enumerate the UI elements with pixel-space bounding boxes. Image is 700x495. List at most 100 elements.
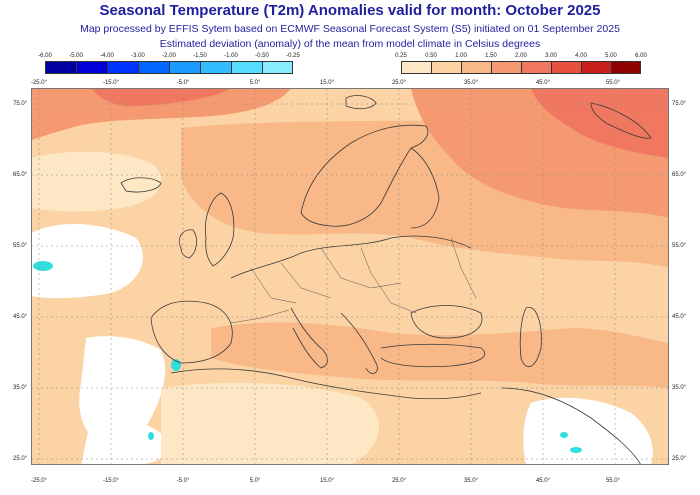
latitude-label-left: 75.0° [13,101,28,107]
legend-color [231,61,262,74]
legend-color [401,61,431,74]
latitude-label-right: 75.0° [672,101,687,107]
cold-spot-arabia-2 [560,432,568,438]
legend-swatch: 5.00 6.00 [605,53,647,78]
legend-swatch: 4.00 [575,53,611,78]
longitude-label: -25.0° [30,478,48,484]
legend-color [611,61,641,74]
atlantic-white-patch [31,223,143,299]
top-longitude-label: 55.0° [605,80,621,86]
warm-band-med [211,322,669,388]
legend-color [521,61,551,74]
longitude-label: 25.0° [391,478,407,484]
top-longitude-label: -15.0° [102,80,120,86]
top-longitude-label: 35.0° [463,80,479,86]
legend-color [262,61,293,74]
legend-color [76,61,107,74]
latitude-label-right: 25.0° [672,456,687,462]
legend-swatch: 2.00 [515,53,551,78]
latitude-label-left: 25.0° [13,456,28,462]
arabia-white-patch [523,397,653,465]
legend-tick-label: 4.00 [575,53,587,59]
legend-positive-scale: 0.25 0.50 1.00 1.50 2.00 3.00 4.00 5.00 6.00 [395,53,647,78]
top-longitude-label: 45.0° [535,80,551,86]
sahara-west-white-patch [81,416,168,465]
longitude-label: -5.0° [176,478,190,484]
top-longitude-label: -25.0° [30,80,48,86]
cold-spot-atlantic [33,261,53,271]
legend-color [551,61,581,74]
legend-tick-label: -2.00 [162,53,176,59]
legend-tick-label: -4.00 [100,53,114,59]
legend-swatch: 3.00 [545,53,581,78]
legend-negative-scale: -6.00 -5.00 -4.00 -3.00 -2.00 -1.50 -1.00 -0.50… [38,53,300,78]
longitude-label: 35.0° [463,478,479,484]
cold-spot-canary [148,432,154,440]
legend-swatch: 1.00 [455,53,491,78]
legend-tick-label: 3.00 [545,53,557,59]
longitude-label: 45.0° [535,478,551,484]
pale-patch-south [161,382,380,465]
map-canvas [31,88,669,465]
hot-northwest [91,88,231,107]
legend-swatch: -2.00 [162,53,200,78]
legend-swatch: 0.25 [395,53,431,78]
latitude-label-right: 55.0° [672,243,687,249]
latitude-label-left: 65.0° [13,172,28,178]
hot-northeast [531,88,669,158]
legend-tick-label: 1.00 [455,53,467,59]
legend-color [491,61,521,74]
latitude-label-left: 55.0° [13,243,28,249]
latitude-label-right: 65.0° [672,172,687,178]
longitude-label: 5.0° [249,478,261,484]
warm-greenland-sea [31,88,291,140]
top-longitude-label: 15.0° [319,80,335,86]
legend-color [45,61,76,74]
legend-tick-label: 2.00 [515,53,527,59]
latitude-label-left: 45.0° [13,314,28,320]
graticule [31,88,669,465]
map-subtitle-source: Map processed by EFFIS Sytem based on EC… [80,23,620,35]
longitude-label: -15.0° [102,478,120,484]
legend-color [138,61,169,74]
legend-color [169,61,200,74]
legend-swatch: -1.50 [193,53,231,78]
top-longitude-label: 5.0° [249,80,261,86]
longitude-label: 15.0° [319,478,335,484]
latitude-label-right: 35.0° [672,385,687,391]
top-longitude-label: -5.0° [176,80,190,86]
legend-swatch: 0.50 [425,53,461,78]
legend-tick-label: -0.50 [255,53,269,59]
legend-tick-label: -1.00 [224,53,238,59]
legend-tick-label: 0.25 [395,53,407,59]
anomaly-map [31,88,669,465]
legend-tick-label: 6.00 [635,53,647,59]
legend-swatch: -0.50 -0.25 [255,53,300,78]
legend-tick-label: -5.00 [69,53,83,59]
legend-color [431,61,461,74]
legend-color [581,61,611,74]
legend-color [107,61,138,74]
latitude-label-left: 35.0° [13,385,28,391]
legend-color [200,61,231,74]
legend-swatch: 1.50 [485,53,521,78]
longitude-label: 55.0° [605,478,621,484]
legend-tick-label: -6.00 [38,53,52,59]
legend-swatch: -6.00 [38,53,76,78]
legend-tick-label: 0.50 [425,53,437,59]
legend-swatch: -4.00 [100,53,138,78]
legend-tick-label: -3.00 [131,53,145,59]
map-subtitle-units: Estimated deviation (anomaly) of the mea… [159,38,541,50]
legend-swatch: -3.00 [131,53,169,78]
map-border [31,88,669,465]
legend-swatch: -5.00 [69,53,107,78]
legend-tick-label: 1.50 [485,53,497,59]
legend-swatch: -1.00 [224,53,262,78]
latitude-label-right: 45.0° [672,314,687,320]
map-title: Seasonal Temperature (T2m) Anomalies val… [99,2,601,19]
legend-tick-label: -1.50 [193,53,207,59]
cold-spot-arabia [570,447,582,453]
legend-tick-label: 5.00 [605,53,617,59]
top-longitude-label: 25.0° [391,80,407,86]
pale-patch-atlantic [31,151,162,212]
